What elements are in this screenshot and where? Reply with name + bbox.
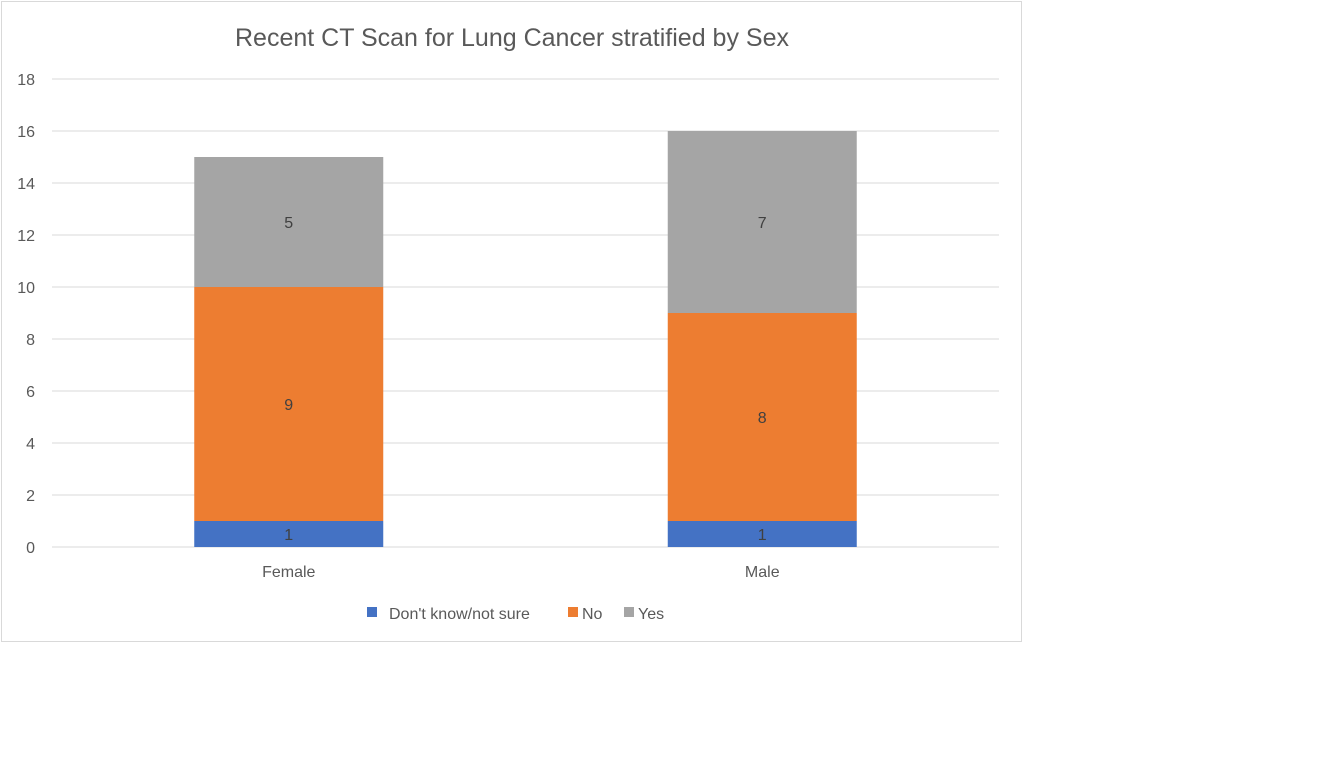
y-tick-label: 14 (17, 176, 35, 193)
x-category-label: Male (745, 564, 780, 581)
y-tick-label: 16 (17, 124, 35, 141)
legend-label: No (582, 606, 603, 623)
y-tick-label: 8 (26, 332, 35, 349)
x-category-label: Female (262, 564, 315, 581)
bar-segment (667, 313, 857, 521)
gridlines (52, 78, 999, 548)
bar-segment (194, 157, 384, 287)
y-tick-label: 12 (17, 228, 35, 245)
chart-frame: Recent CT Scan for Lung Cancer stratifie… (1, 1, 1022, 642)
y-tick-label: 0 (26, 540, 35, 557)
y-tick-label: 4 (26, 436, 35, 453)
y-tick-label: 10 (17, 280, 35, 297)
legend-label: Yes (638, 606, 664, 623)
legend-label: Don't know/not sure (389, 606, 530, 623)
data-label: 7 (758, 215, 767, 232)
bars (194, 131, 857, 547)
bar-segment (667, 521, 857, 547)
bar-segment (194, 521, 384, 547)
bar-segment (667, 131, 857, 313)
data-label: 1 (284, 527, 293, 544)
legend-swatch (624, 607, 634, 617)
legend-swatch (367, 607, 377, 617)
data-label: 5 (284, 215, 293, 232)
y-tick-label: 2 (26, 488, 35, 505)
chart-title: Recent CT Scan for Lung Cancer stratifie… (235, 24, 789, 52)
x-axis-category-labels: Female Male (262, 564, 780, 581)
data-label: 8 (758, 410, 767, 427)
y-axis-tick-labels: 0 2 4 6 8 10 12 14 16 18 (17, 72, 35, 557)
legend-swatch (568, 607, 578, 617)
legend: Don't know/not sure No Yes (367, 606, 664, 623)
y-tick-label: 18 (17, 72, 35, 89)
y-tick-label: 6 (26, 384, 35, 401)
data-label: 1 (758, 527, 767, 544)
data-label: 9 (284, 397, 293, 414)
stacked-bar-chart: Recent CT Scan for Lung Cancer stratifie… (17, 24, 999, 623)
bar-segment (194, 287, 384, 521)
data-labels: 1 9 5 1 8 7 (284, 215, 767, 544)
